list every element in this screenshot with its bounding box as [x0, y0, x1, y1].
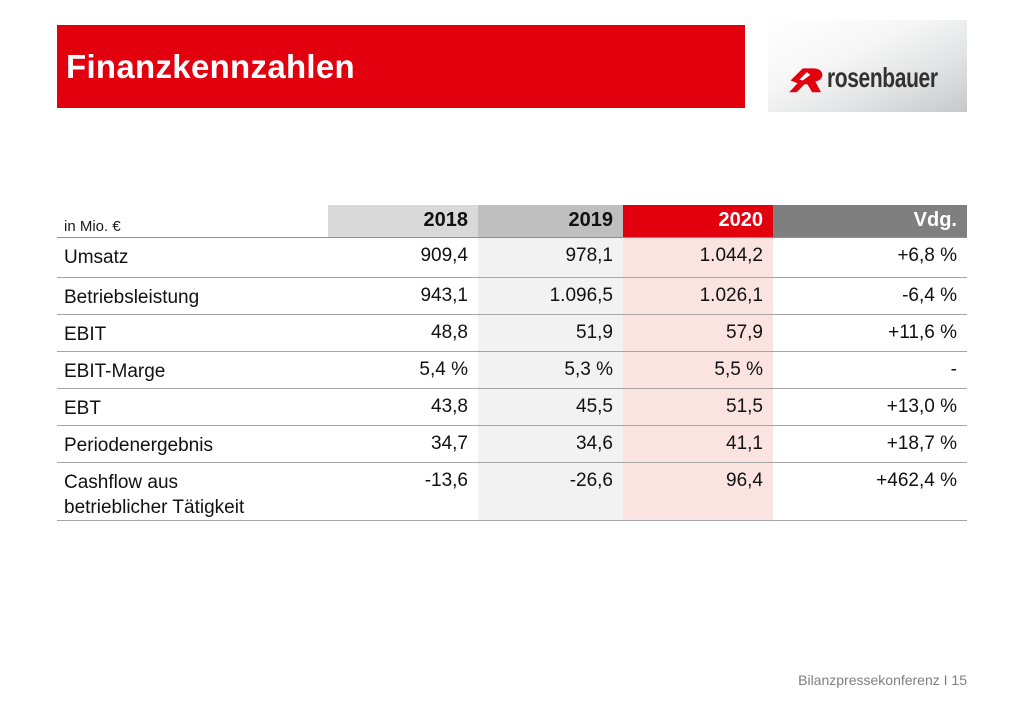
value-vdg: +13,0 %	[773, 388, 967, 426]
value-2019: -26,6	[478, 462, 623, 521]
col-header-2018: 2018	[328, 205, 478, 238]
value-2020: 1.044,2	[623, 237, 773, 278]
row-label: Cashflow aus betrieblicher Tätigkeit	[57, 462, 328, 521]
value-2019: 978,1	[478, 237, 623, 278]
row-label: EBT	[57, 388, 328, 426]
row-label: Betriebsleistung	[57, 277, 328, 315]
col-header-vdg: Vdg.	[773, 205, 967, 238]
col-header-2019: 2019	[478, 205, 623, 238]
logo-wordmark: rosenbauer	[827, 62, 938, 93]
value-2019: 45,5	[478, 388, 623, 426]
table-row: EBIT-Marge 5,4 % 5,3 % 5,5 % -	[57, 351, 967, 389]
value-vdg: +462,4 %	[773, 462, 967, 521]
value-2020: 5,5 %	[623, 351, 773, 389]
table-row: Umsatz 909,4 978,1 1.044,2 +6,8 %	[57, 237, 967, 278]
table-row: EBT 43,8 45,5 51,5 +13,0 %	[57, 388, 967, 426]
value-2020: 41,1	[623, 425, 773, 463]
value-2018: 34,7	[328, 425, 478, 463]
value-2018: -13,6	[328, 462, 478, 521]
value-vdg: +18,7 %	[773, 425, 967, 463]
value-vdg: -	[773, 351, 967, 389]
row-label: Umsatz	[57, 237, 328, 278]
value-2019: 51,9	[478, 314, 623, 352]
value-2019: 1.096,5	[478, 277, 623, 315]
value-2018: 909,4	[328, 237, 478, 278]
row-label: Periodenergebnis	[57, 425, 328, 463]
value-2018: 43,8	[328, 388, 478, 426]
value-vdg: +11,6 %	[773, 314, 967, 352]
row-label: EBIT-Marge	[57, 351, 328, 389]
value-vdg: +6,8 %	[773, 237, 967, 278]
col-header-2020: 2020	[623, 205, 773, 238]
value-2020: 96,4	[623, 462, 773, 521]
value-2019: 34,6	[478, 425, 623, 463]
row-label: EBIT	[57, 314, 328, 352]
table-row: Cashflow aus betrieblicher Tätigkeit -13…	[57, 462, 967, 521]
table-row: Periodenergebnis 34,7 34,6 41,1 +18,7 %	[57, 425, 967, 463]
value-2020: 51,5	[623, 388, 773, 426]
rosenbauer-logo: rosenbauer	[768, 20, 967, 112]
table-header-row: in Mio. € 2018 2019 2020 Vdg.	[57, 205, 967, 238]
rosenbauer-r-icon	[789, 68, 823, 93]
table-row: Betriebsleistung 943,1 1.096,5 1.026,1 -…	[57, 277, 967, 315]
page-title: Finanzkennzahlen	[66, 47, 356, 85]
title-banner: Finanzkennzahlen	[57, 25, 745, 108]
value-2020: 57,9	[623, 314, 773, 352]
value-2018: 943,1	[328, 277, 478, 315]
financial-table: in Mio. € 2018 2019 2020 Vdg. Umsatz 909…	[57, 205, 967, 521]
slide-footer: Bilanzpressekonferenz I 15	[798, 672, 967, 688]
value-2020: 1.026,1	[623, 277, 773, 315]
value-2019: 5,3 %	[478, 351, 623, 389]
value-2018: 48,8	[328, 314, 478, 352]
table-row: EBIT 48,8 51,9 57,9 +11,6 %	[57, 314, 967, 352]
unit-label: in Mio. €	[57, 205, 328, 238]
value-vdg: -6,4 %	[773, 277, 967, 315]
value-2018: 5,4 %	[328, 351, 478, 389]
